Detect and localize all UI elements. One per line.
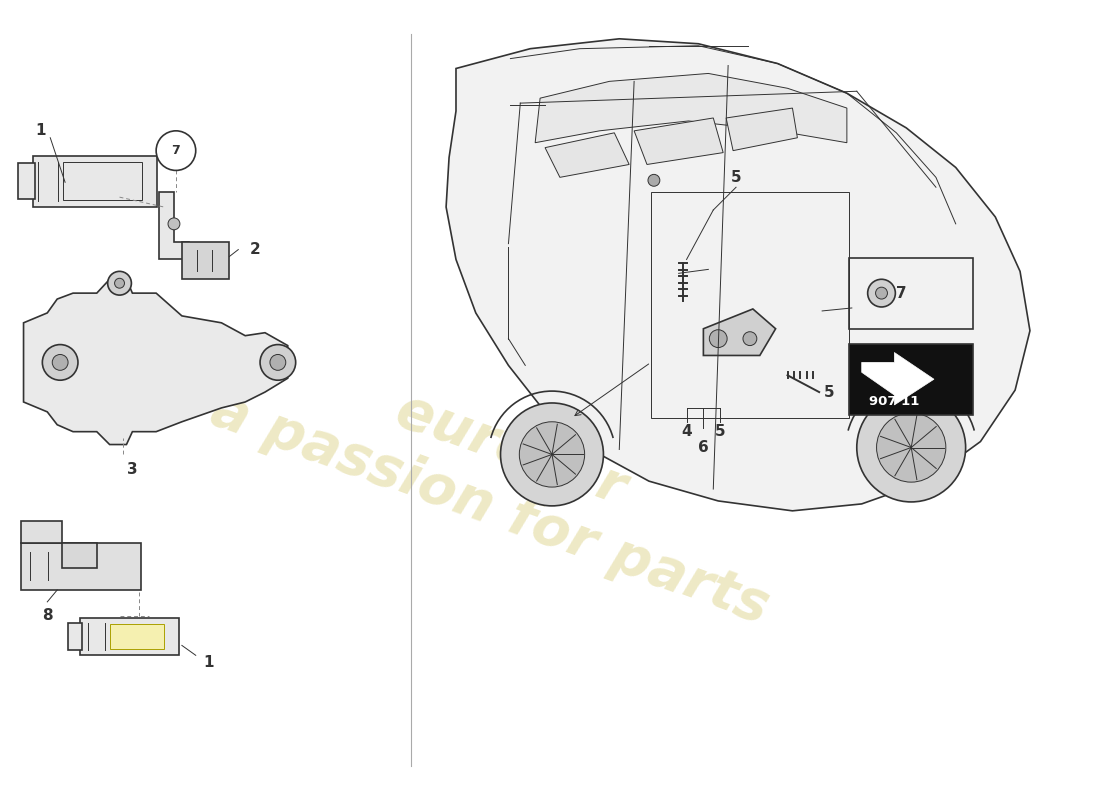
Polygon shape (703, 309, 775, 355)
Bar (18, 163, 35, 199)
Bar (63, 162, 142, 200)
Circle shape (877, 413, 946, 482)
Circle shape (857, 393, 966, 502)
Polygon shape (160, 192, 189, 259)
Text: 7: 7 (172, 144, 180, 157)
Circle shape (260, 345, 296, 380)
Polygon shape (447, 39, 1030, 511)
Text: 5: 5 (730, 170, 741, 185)
Circle shape (156, 131, 196, 170)
Bar (33, 155, 157, 207)
Text: 5: 5 (715, 424, 726, 439)
Circle shape (519, 422, 584, 487)
Circle shape (42, 345, 78, 380)
Circle shape (270, 354, 286, 370)
Circle shape (108, 271, 131, 295)
Polygon shape (546, 133, 629, 178)
Text: 4: 4 (681, 424, 692, 439)
Bar (110, 624, 164, 650)
Text: 2: 2 (250, 242, 261, 257)
Circle shape (868, 279, 895, 307)
Bar (62, 542, 97, 568)
Bar (849, 258, 972, 329)
Bar (182, 242, 230, 279)
Polygon shape (23, 279, 288, 445)
Bar (21, 521, 62, 542)
Circle shape (114, 278, 124, 288)
Polygon shape (861, 353, 934, 405)
Text: 8: 8 (42, 608, 53, 623)
Bar (68, 622, 81, 650)
Text: 5: 5 (824, 385, 835, 399)
Polygon shape (536, 74, 847, 142)
Circle shape (52, 354, 68, 370)
Text: 1: 1 (35, 123, 45, 138)
Text: 7: 7 (896, 286, 906, 301)
Circle shape (500, 403, 604, 506)
Circle shape (168, 218, 180, 230)
Text: 1: 1 (204, 654, 213, 670)
Polygon shape (634, 118, 723, 165)
Text: 3: 3 (128, 462, 138, 477)
Circle shape (648, 174, 660, 186)
Circle shape (710, 330, 727, 347)
Bar (651, 192, 849, 418)
Circle shape (876, 287, 888, 299)
Circle shape (742, 332, 757, 346)
Bar (80, 618, 179, 655)
Text: 907 11: 907 11 (869, 395, 918, 408)
Text: 6: 6 (698, 440, 708, 455)
Polygon shape (726, 108, 798, 150)
Bar (849, 343, 972, 415)
Bar (21, 542, 141, 590)
Text: eurocar
a passion for parts: eurocar a passion for parts (204, 324, 798, 634)
